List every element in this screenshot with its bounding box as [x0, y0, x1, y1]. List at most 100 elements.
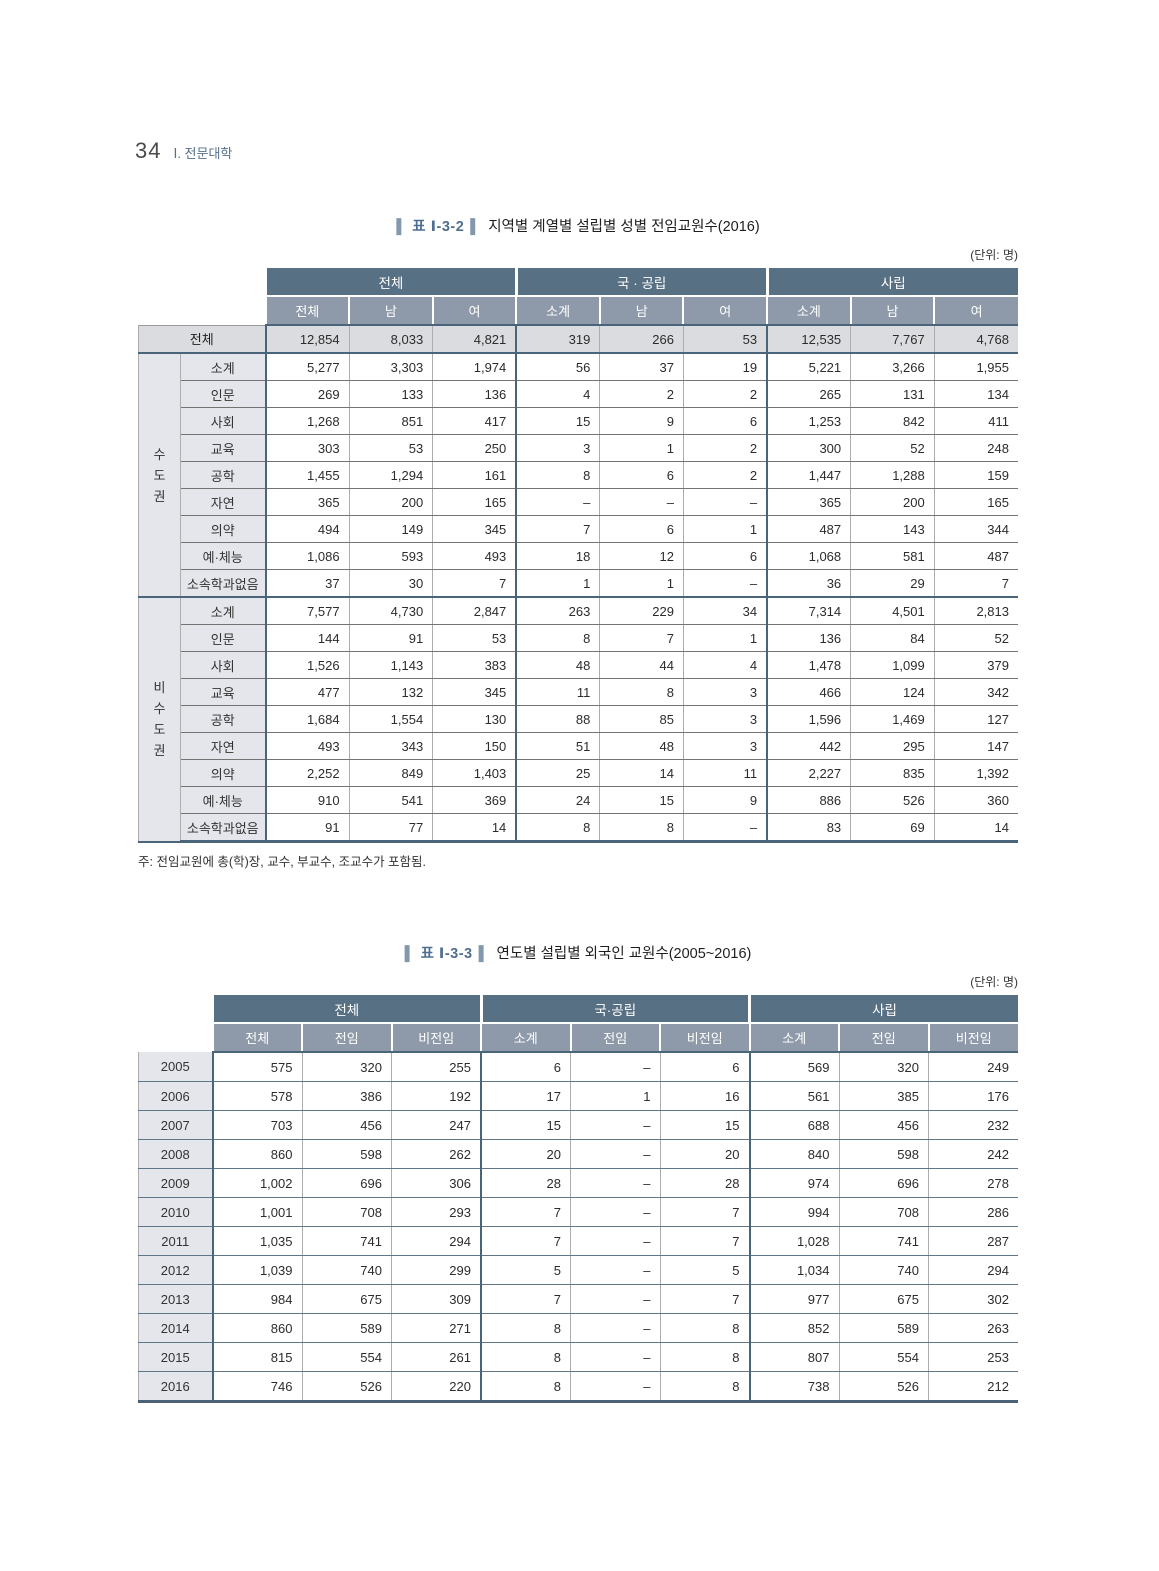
- value-cell: 3: [683, 732, 769, 760]
- value-cell: 200: [850, 488, 935, 516]
- value-cell: 37: [265, 569, 350, 598]
- value-cell: 20: [660, 1139, 751, 1169]
- value-cell: 28: [660, 1168, 751, 1198]
- value-cell: 5,277: [265, 353, 350, 381]
- value-cell: 15: [516, 407, 601, 435]
- value-cell: 9: [599, 407, 684, 435]
- value-cell: 150: [432, 732, 518, 760]
- value-cell: 456: [839, 1110, 929, 1140]
- value-cell: 842: [850, 407, 935, 435]
- value-cell: 8: [481, 1342, 571, 1372]
- value-cell: 1,086: [265, 542, 350, 570]
- value-cell: 44: [599, 651, 684, 679]
- value-cell: 8: [599, 813, 684, 843]
- value-cell: –: [570, 1371, 661, 1403]
- value-cell: 266: [599, 325, 684, 354]
- value-cell: 1,684: [265, 705, 350, 733]
- year-cell: 2014: [138, 1313, 214, 1343]
- value-cell: 2: [683, 434, 769, 462]
- value-cell: 7,314: [767, 597, 852, 625]
- value-cell: 741: [302, 1226, 392, 1256]
- value-cell: 386: [302, 1081, 392, 1111]
- value-cell: 569: [749, 1052, 840, 1082]
- table-row: 공학 1,684 1,554 130 88 85 3 1,596 1,469 127: [139, 705, 1018, 733]
- category-cell: 소계: [180, 597, 267, 625]
- value-cell: 299: [391, 1255, 482, 1285]
- value-cell: 740: [839, 1255, 929, 1285]
- value-cell: 1: [599, 434, 684, 462]
- table-row: 2009 1,002 696 306 28–28 974 696 278: [138, 1168, 1018, 1198]
- value-cell: 53: [683, 325, 769, 354]
- value-cell: 1,253: [767, 407, 852, 435]
- value-cell: 578: [212, 1081, 303, 1111]
- value-cell: 411: [934, 407, 1018, 435]
- value-cell: 220: [391, 1371, 482, 1403]
- value-cell: 5,221: [767, 353, 852, 381]
- table-row: 교육 477 132 345 11 8 3 466 124 342: [139, 678, 1018, 706]
- value-cell: 860: [212, 1139, 303, 1169]
- value-cell: 265: [767, 380, 852, 408]
- table-1-title: 지역별 계열별 설립별 성별 전임교원수(2016): [488, 219, 760, 235]
- value-cell: 88: [516, 705, 601, 733]
- value-cell: 212: [928, 1371, 1018, 1403]
- value-cell: 8: [481, 1313, 571, 1343]
- value-cell: 1,034: [749, 1255, 840, 1285]
- value-cell: 1,143: [349, 651, 434, 679]
- value-cell: –: [570, 1342, 661, 1372]
- value-cell: 3: [683, 678, 769, 706]
- value-cell: 708: [302, 1197, 392, 1227]
- column-subheader: 소계: [515, 296, 600, 326]
- value-cell: 369: [432, 786, 518, 814]
- value-cell: 1,554: [349, 705, 434, 733]
- value-cell: 456: [302, 1110, 392, 1140]
- value-cell: –: [570, 1226, 661, 1256]
- value-cell: 262: [391, 1139, 482, 1169]
- value-cell: 255: [391, 1052, 482, 1082]
- value-cell: 738: [749, 1371, 840, 1403]
- value-cell: 7,577: [265, 597, 350, 625]
- category-cell: 교육: [180, 434, 267, 462]
- value-cell: 56: [516, 353, 601, 381]
- value-cell: 278: [928, 1168, 1018, 1198]
- value-cell: 554: [839, 1342, 929, 1372]
- value-cell: 1,596: [767, 705, 852, 733]
- value-cell: 1,099: [850, 651, 935, 679]
- value-cell: 910: [265, 786, 350, 814]
- value-cell: –: [516, 488, 601, 516]
- value-cell: 12,535: [767, 325, 852, 354]
- value-cell: 1,955: [934, 353, 1018, 381]
- category-cell: 인문: [180, 624, 267, 652]
- value-cell: 7: [660, 1197, 751, 1227]
- value-cell: 232: [928, 1110, 1018, 1140]
- table-2-label: 표 Ⅰ-3-3: [420, 946, 473, 962]
- value-cell: 835: [850, 759, 935, 787]
- region-header: 비 수 도 권: [138, 597, 181, 843]
- table-row: 예·체능 910 541 369 24 15 9 886 526 360: [139, 786, 1018, 814]
- value-cell: 149: [349, 515, 434, 543]
- value-cell: 147: [934, 732, 1018, 760]
- value-cell: 18: [516, 542, 601, 570]
- value-cell: 91: [349, 624, 434, 652]
- corner-cell: [138, 268, 266, 325]
- value-cell: 15: [599, 786, 684, 814]
- table-row: 2007 703 456 247 15–15 688 456 232: [138, 1110, 1018, 1140]
- value-cell: 3: [516, 434, 601, 462]
- value-cell: 746: [212, 1371, 303, 1403]
- value-cell: 1,002: [212, 1168, 303, 1198]
- table-2-title: 연도별 설립별 외국인 교원수(2005~2016): [496, 946, 752, 962]
- value-cell: 4,821: [432, 325, 518, 354]
- value-cell: 442: [767, 732, 852, 760]
- column-group-header: 국·공립: [479, 995, 750, 1024]
- value-cell: 7: [481, 1197, 571, 1227]
- value-cell: 1,288: [850, 461, 935, 489]
- value-cell: 263: [516, 597, 601, 625]
- table-2-title-row: ▌ 표 Ⅰ-3-3 ▌ 연도별 설립별 외국인 교원수(2005~2016): [138, 942, 1018, 963]
- category-cell: 공학: [180, 461, 267, 489]
- table-1-body: 전체 12,854 8,033 4,821 319 266 53 12,535 7,767 4,7…: [138, 324, 1018, 843]
- value-cell: 69: [850, 813, 935, 843]
- value-cell: 1,478: [767, 651, 852, 679]
- year-cell: 2016: [138, 1371, 214, 1403]
- value-cell: 561: [749, 1081, 840, 1111]
- value-cell: 2: [683, 461, 769, 489]
- value-cell: –: [599, 488, 684, 516]
